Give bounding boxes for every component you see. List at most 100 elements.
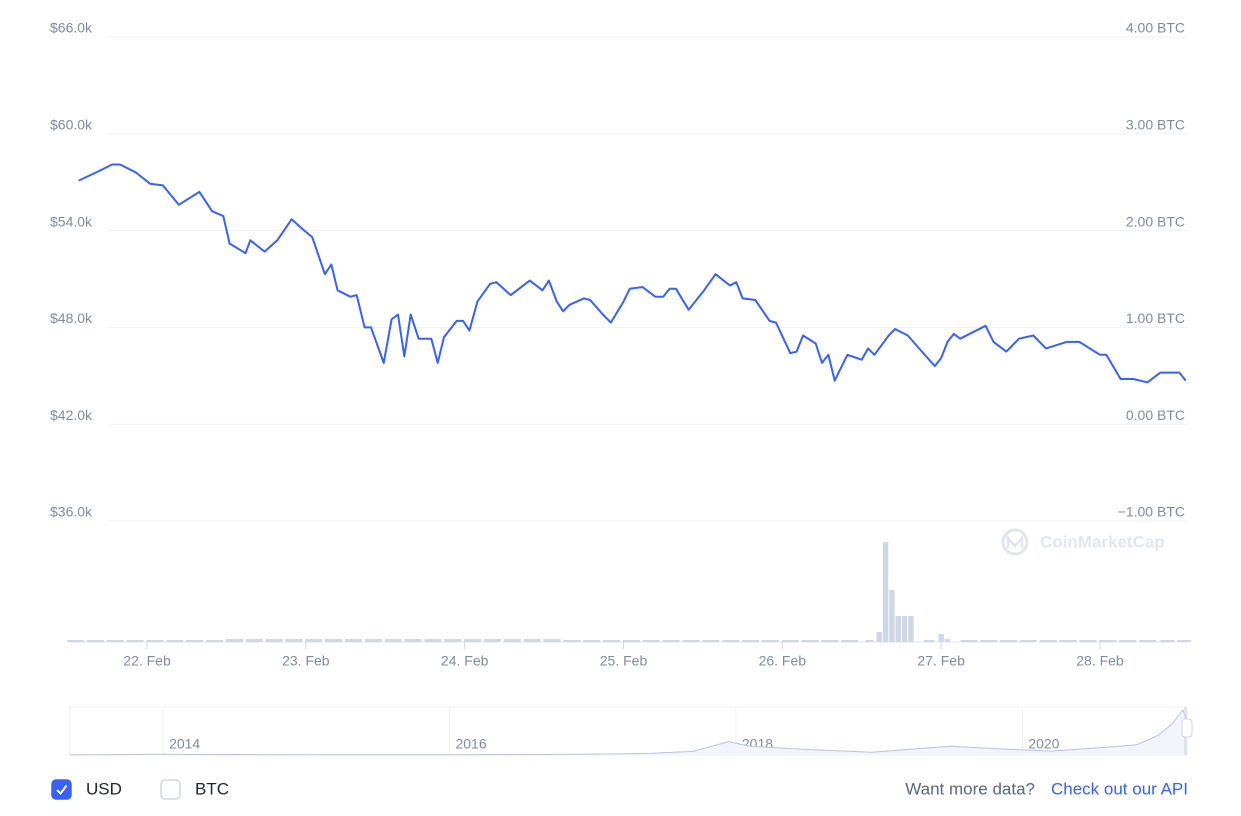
- more-data-text: Want more data?: [905, 779, 1035, 798]
- volume-bar: [944, 639, 951, 642]
- volume-bar: [1079, 640, 1097, 642]
- volume-bar: [781, 640, 799, 642]
- volume-bar: [882, 542, 889, 642]
- navigator-tick-label: 2020: [1028, 736, 1059, 752]
- volume-bar: [345, 639, 362, 642]
- y2-tick-label: 3.00 BTC: [1126, 117, 1185, 133]
- volume-bar: [642, 640, 660, 642]
- volume-bar: [889, 590, 895, 642]
- y2-tick-label: −1.00 BTC: [1118, 504, 1185, 520]
- volume-bar: [484, 639, 501, 642]
- volume-bar: [503, 639, 521, 642]
- volume-bar: [761, 640, 779, 642]
- x-tick-label: 25. Feb: [600, 653, 648, 669]
- volume-bar: [364, 639, 382, 642]
- volume-bar: [166, 640, 184, 642]
- volume-bar: [424, 639, 442, 642]
- volume-bar: [523, 639, 541, 642]
- x-tick-label: 27. Feb: [917, 653, 965, 669]
- volume-bar: [924, 640, 935, 642]
- x-tick-label: 26. Feb: [759, 653, 807, 669]
- y2-tick-label: 1.00 BTC: [1126, 310, 1185, 326]
- y2-tick-label: 2.00 BTC: [1126, 213, 1185, 229]
- watermark-logo: [1001, 528, 1029, 556]
- navigator-frame: [69, 706, 1188, 756]
- volume-bar: [662, 640, 680, 642]
- volume-bar: [1000, 640, 1018, 642]
- volume-bar: [960, 640, 978, 642]
- navigator-tick-label: 2014: [169, 736, 200, 752]
- y-tick-label: $66.0k: [50, 20, 93, 36]
- volume-bar: [543, 639, 561, 642]
- volume-bar: [325, 639, 343, 642]
- volume-bar: [895, 616, 901, 642]
- volume-bar: [404, 639, 422, 642]
- volume-bar: [1177, 640, 1192, 642]
- y-tick-label: $60.0k: [50, 117, 93, 133]
- y-tick-label: $54.0k: [50, 213, 93, 229]
- y2-tick-label: 0.00 BTC: [1126, 407, 1185, 423]
- volume-bar: [938, 634, 944, 642]
- x-tick-label: 23. Feb: [282, 653, 330, 669]
- volume-bar: [285, 639, 303, 642]
- volume-bar: [865, 640, 874, 642]
- volume-bar: [908, 616, 914, 642]
- volume-bar: [305, 639, 323, 642]
- volume-bar: [464, 639, 482, 642]
- volume-bar: [86, 640, 104, 642]
- volume-bar: [1119, 640, 1137, 642]
- volume-bar: [186, 640, 204, 642]
- volume-bar: [722, 640, 740, 642]
- y-tick-label: $48.0k: [50, 310, 93, 326]
- navigator-line: [69, 709, 1188, 756]
- volume-bar: [682, 640, 700, 642]
- volume-bar: [623, 640, 640, 642]
- volume-bar: [801, 640, 819, 642]
- y-tick-label: $36.0k: [50, 504, 93, 520]
- volume-bar: [980, 640, 998, 642]
- y2-tick-label: 4.00 BTC: [1126, 20, 1185, 36]
- checkbox[interactable]: [160, 779, 181, 800]
- volume-bar: [742, 640, 759, 642]
- checkmark: [56, 784, 68, 796]
- volume-bar: [1020, 640, 1037, 642]
- volume-bar: [583, 640, 601, 642]
- volume-bar: [841, 640, 859, 642]
- volume-bar: [1059, 640, 1077, 642]
- volume-bar: [702, 640, 720, 642]
- price-line: [78, 163, 1187, 384]
- x-tick-label: 22. Feb: [123, 653, 171, 669]
- volume-bar: [563, 640, 581, 642]
- volume-bar: [225, 639, 243, 642]
- watermark: CoinMarketCap: [1001, 528, 1165, 556]
- volume-bar: [384, 639, 402, 642]
- volume-bar: [265, 639, 283, 642]
- volume-bar: [245, 639, 263, 642]
- volume-bar: [876, 632, 882, 642]
- volume-bar: [1039, 640, 1057, 642]
- volume-bar: [106, 640, 124, 642]
- x-tick-label: 28. Feb: [1076, 653, 1124, 669]
- volume-bar: [821, 640, 839, 642]
- volume-bar: [901, 616, 908, 642]
- volume-bar: [444, 639, 462, 642]
- volume-bar: [1139, 640, 1157, 642]
- volume-bar: [1099, 640, 1117, 642]
- x-tick-label: 24. Feb: [441, 653, 489, 669]
- checkbox-label[interactable]: BTC: [195, 779, 229, 798]
- volume-bar: [126, 640, 144, 642]
- navigator-tick-label: 2016: [455, 736, 486, 752]
- navigator-area: [70, 710, 1187, 755]
- navigator-handle[interactable]: [1181, 718, 1193, 738]
- checkbox[interactable]: [51, 779, 72, 800]
- api-link[interactable]: Check out our API: [1051, 779, 1188, 798]
- volume-bar: [67, 640, 84, 642]
- y-tick-label: $42.0k: [50, 407, 93, 423]
- volume-bar: [603, 640, 621, 642]
- watermark-logo-mark: [1006, 534, 1024, 548]
- watermark-text: CoinMarketCap: [1040, 532, 1165, 551]
- volume-bar: [146, 640, 164, 642]
- checkbox-label[interactable]: USD: [86, 779, 122, 798]
- volume-bar: [1160, 640, 1175, 642]
